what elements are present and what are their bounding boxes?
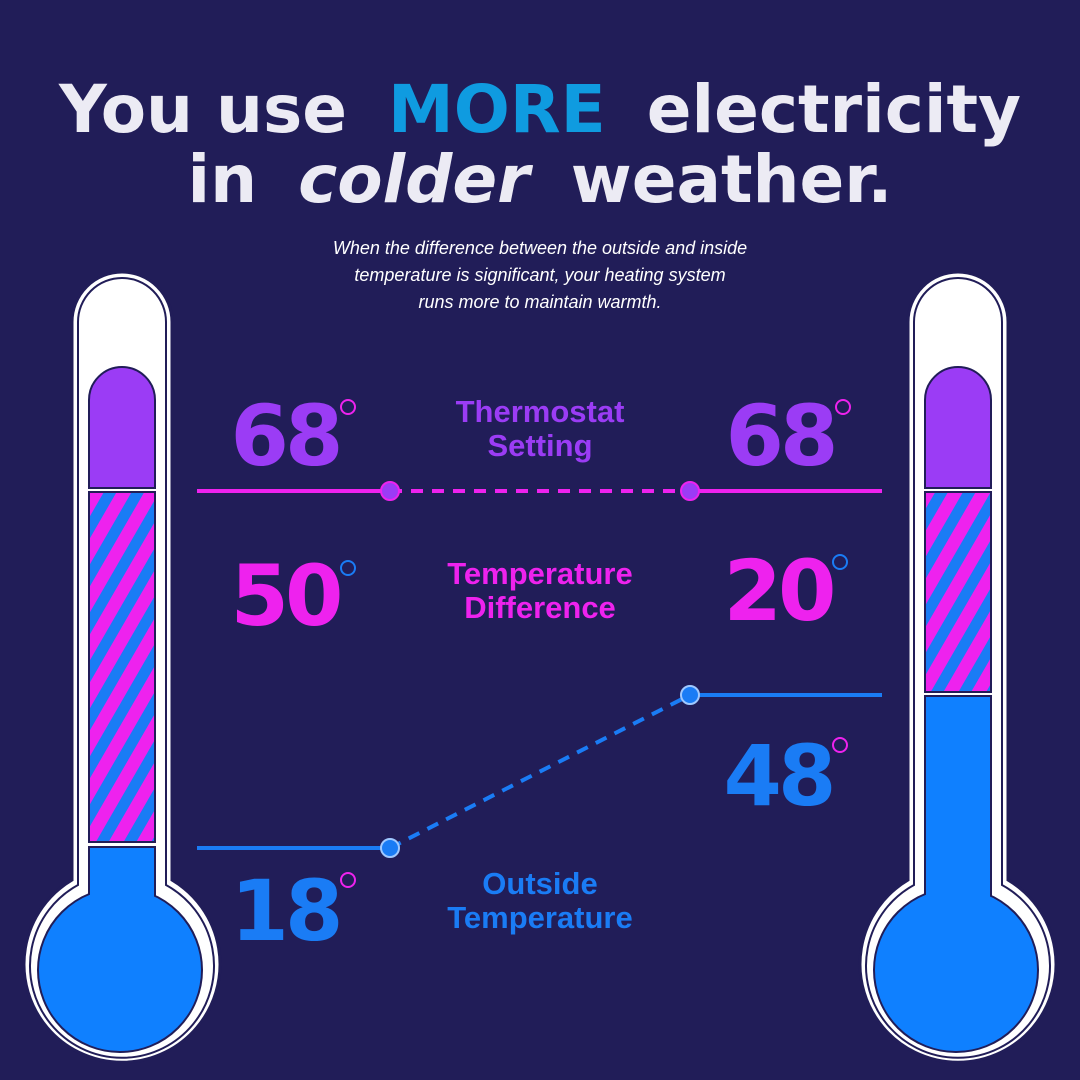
subtitle: runs more to maintain warmth. [418, 292, 661, 312]
title-text: in [187, 141, 257, 218]
title-line: in colder weather. [187, 141, 892, 218]
title-line: You use MORE electricity [58, 71, 1021, 148]
row-label: Thermostat [456, 394, 625, 429]
row-label: Outside [482, 866, 597, 901]
subtitle: temperature is significant, your heating… [354, 265, 725, 285]
outside-line [197, 685, 882, 858]
thermometer-right [858, 270, 1058, 1064]
value: 50 [231, 547, 340, 645]
title-text: electricity [647, 71, 1021, 148]
title-italic: colder [298, 141, 533, 218]
value: 20 [724, 542, 833, 640]
degree-symbols [340, 399, 851, 888]
row-label: Difference [464, 590, 616, 625]
title-emphasis: MORE [388, 71, 606, 148]
row-label: Setting [487, 428, 592, 463]
value: 68 [726, 387, 835, 485]
value: 18 [231, 862, 340, 960]
row-label: Temperature [447, 900, 633, 935]
subtitle: When the difference between the outside … [333, 238, 747, 258]
thermostat-line [197, 481, 882, 501]
title-text: weather. [571, 141, 893, 218]
value: 68 [231, 387, 340, 485]
thermometer-left [22, 270, 222, 1064]
row-label: Temperature [447, 556, 633, 591]
title-text: You use [58, 71, 347, 148]
value: 48 [724, 727, 833, 825]
